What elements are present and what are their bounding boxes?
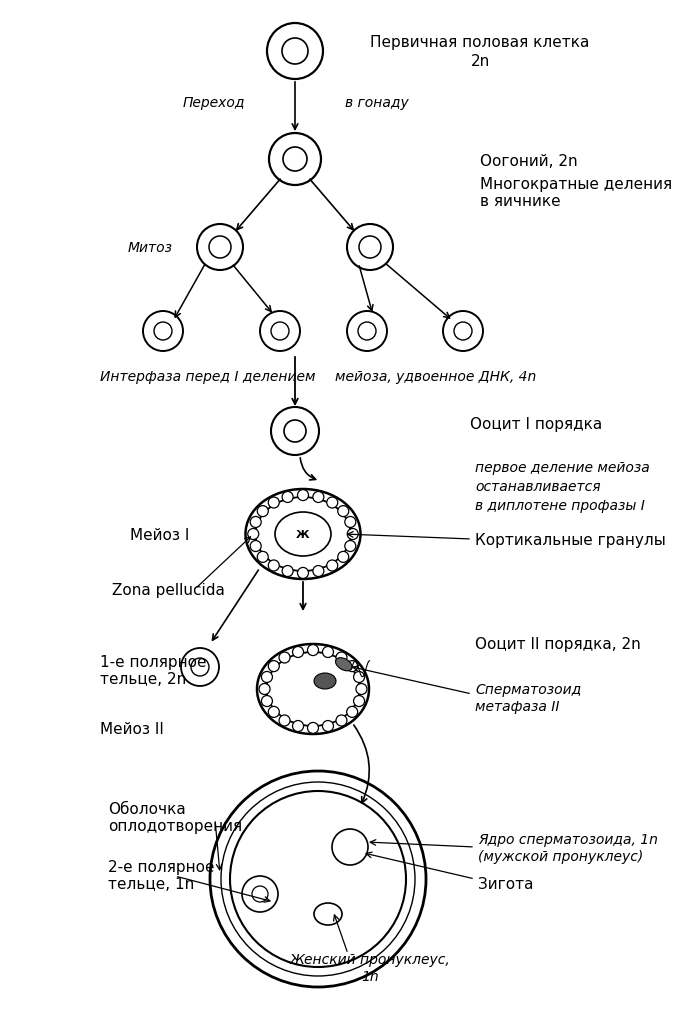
Text: Ооцит II порядка, 2n: Ооцит II порядка, 2n <box>475 637 641 652</box>
Circle shape <box>323 647 333 658</box>
Circle shape <box>293 720 303 732</box>
Circle shape <box>268 560 279 572</box>
Circle shape <box>327 560 338 572</box>
Text: 2-е полярное: 2-е полярное <box>108 860 215 874</box>
Text: 1n: 1n <box>361 969 379 983</box>
Circle shape <box>248 529 258 540</box>
Text: Многократные деления: Многократные деления <box>480 177 672 193</box>
Circle shape <box>323 720 333 732</box>
Ellipse shape <box>336 658 352 672</box>
Text: Оогоний, 2n: Оогоний, 2n <box>480 154 578 169</box>
Text: оплодотворения: оплодотворения <box>108 818 242 834</box>
Circle shape <box>261 696 272 707</box>
Circle shape <box>259 684 270 695</box>
Ellipse shape <box>314 674 336 689</box>
Circle shape <box>250 517 261 528</box>
Text: Zona pellucida: Zona pellucida <box>112 582 225 597</box>
Circle shape <box>353 696 365 707</box>
Circle shape <box>282 566 293 577</box>
Text: (мужской пронуклеус): (мужской пронуклеус) <box>478 849 643 863</box>
Circle shape <box>308 722 318 734</box>
Circle shape <box>308 645 318 656</box>
Circle shape <box>347 529 358 540</box>
Text: в диплотене профазы I: в диплотене профазы I <box>475 498 645 513</box>
Circle shape <box>346 661 357 672</box>
Circle shape <box>353 672 365 683</box>
Text: первое деление мейоза: первое деление мейоза <box>475 461 650 475</box>
Circle shape <box>313 492 324 503</box>
Circle shape <box>345 517 356 528</box>
Circle shape <box>279 652 290 663</box>
Circle shape <box>268 707 280 717</box>
Text: тельце, 1n: тельце, 1n <box>108 876 194 892</box>
Circle shape <box>293 647 303 658</box>
Text: 2n: 2n <box>471 54 490 69</box>
Circle shape <box>268 497 279 508</box>
Text: Мейоз II: Мейоз II <box>100 721 164 737</box>
Text: в гонаду: в гонаду <box>345 96 409 110</box>
Text: Оболочка: Оболочка <box>108 802 186 816</box>
Text: Ж: Ж <box>296 530 310 539</box>
Circle shape <box>313 566 324 577</box>
Text: Кортикальные гранулы: Кортикальные гранулы <box>475 532 666 547</box>
Circle shape <box>346 707 357 717</box>
Circle shape <box>257 552 268 562</box>
Text: останавливается: останавливается <box>475 480 601 493</box>
Circle shape <box>338 552 349 562</box>
Text: Зигота: Зигота <box>478 876 533 892</box>
Text: Мейоз I: Мейоз I <box>130 527 190 542</box>
Circle shape <box>327 497 338 508</box>
Text: Интерфаза перед I делением: Интерфаза перед I делением <box>100 370 316 383</box>
Text: Первичная половая клетка: Первичная половая клетка <box>370 35 590 50</box>
Circle shape <box>250 541 261 552</box>
Text: мейоза, удвоенное ДНК, 4n: мейоза, удвоенное ДНК, 4n <box>335 370 536 383</box>
Circle shape <box>336 715 347 727</box>
Circle shape <box>297 568 308 579</box>
Text: тельце, 2n: тельце, 2n <box>100 671 186 686</box>
Text: Женский пронуклеус,: Женский пронуклеус, <box>290 952 450 966</box>
Circle shape <box>356 684 367 695</box>
Circle shape <box>257 506 268 517</box>
Text: Ооцит I порядка: Ооцит I порядка <box>470 417 602 432</box>
Text: Ядро сперматозоида, 1n: Ядро сперматозоида, 1n <box>478 833 658 846</box>
Text: в яичнике: в яичнике <box>480 195 561 209</box>
Text: Переход: Переход <box>183 96 245 110</box>
Circle shape <box>345 541 356 552</box>
Text: метафаза II: метафаза II <box>475 699 559 713</box>
Circle shape <box>279 715 290 727</box>
Circle shape <box>336 652 347 663</box>
Text: 1-е полярное: 1-е полярное <box>100 654 207 668</box>
Circle shape <box>338 506 349 517</box>
Text: Сперматозоид: Сперматозоид <box>475 683 581 696</box>
Circle shape <box>297 490 308 501</box>
Circle shape <box>282 492 293 503</box>
Circle shape <box>261 672 272 683</box>
Text: Митоз: Митоз <box>128 240 173 255</box>
Circle shape <box>268 661 280 672</box>
